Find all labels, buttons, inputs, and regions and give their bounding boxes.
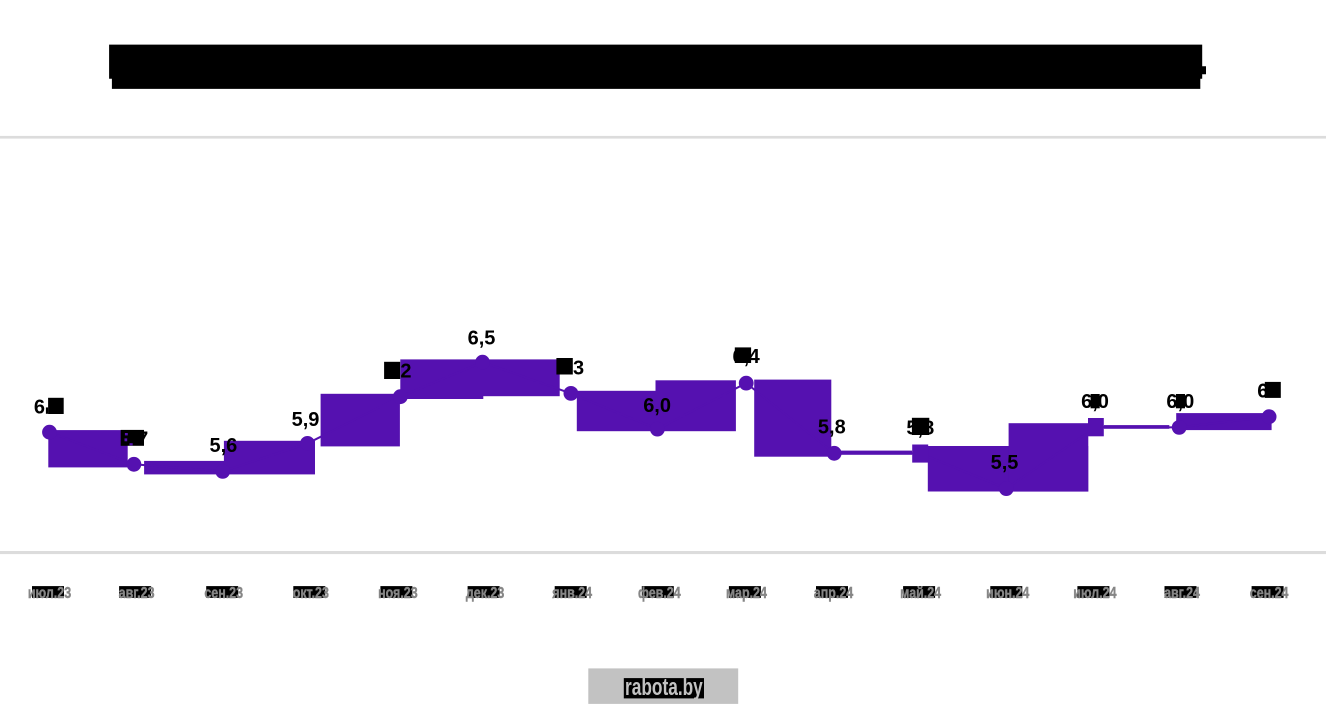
svg-text:авг.24: авг.24 [1164, 584, 1200, 602]
svg-text:ноя.23: ноя.23 [378, 584, 418, 602]
svg-text:6: 6 [34, 397, 45, 419]
svg-text:rabota.by: rabota.by [625, 674, 703, 700]
svg-text:янв.24: янв.24 [552, 584, 592, 602]
svg-text:июн.24: июн.24 [986, 584, 1029, 602]
svg-text:сен.23: сен.23 [204, 584, 243, 602]
svg-text:май.24: май.24 [900, 584, 941, 602]
svg-text:6,0: 6,0 [643, 395, 671, 417]
svg-text:5,9: 5,9 [292, 409, 320, 431]
svg-text:2: 2 [400, 360, 411, 382]
svg-text:окт.23: окт.23 [293, 584, 329, 602]
svg-text:июл.23: июл.23 [28, 584, 71, 602]
svg-text:июл.24: июл.24 [1073, 584, 1116, 602]
svg-text:мар.24: мар.24 [726, 584, 767, 602]
svg-text:6: 6 [1257, 381, 1268, 403]
svg-text:5,8: 5,8 [818, 417, 846, 439]
svg-text:6,5: 6,5 [468, 328, 496, 350]
svg-text:5,6: 5,6 [209, 435, 237, 457]
svg-text:5,5: 5,5 [991, 452, 1019, 474]
svg-text:4: 4 [749, 346, 761, 368]
svg-text:апр.24: апр.24 [814, 584, 853, 602]
svg-text:сен.24: сен.24 [1250, 584, 1289, 602]
svg-text:авг.23: авг.23 [119, 584, 155, 602]
svg-text:3: 3 [573, 357, 584, 379]
svg-text:фев.24: фев.24 [638, 584, 681, 602]
svg-text:7: 7 [137, 428, 148, 450]
svg-text:дек.23: дек.23 [466, 584, 504, 602]
